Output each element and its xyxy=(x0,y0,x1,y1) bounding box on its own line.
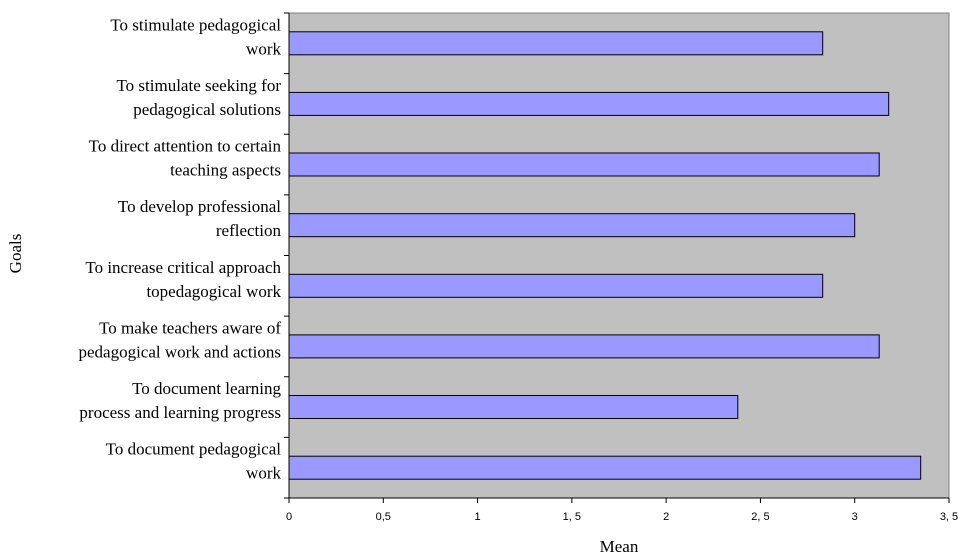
bar-4 xyxy=(288,213,856,238)
category-label-3: To direct attention to certain teaching a… xyxy=(89,137,282,180)
category-label-6: To make teachers aware of pedagogical wor… xyxy=(78,318,281,361)
category-label-5: To increase critical approach topedagogic… xyxy=(85,258,281,301)
x-tick-label: 1, 5 xyxy=(563,511,581,523)
category-label-4: To develop professional reflection xyxy=(118,197,282,240)
x-tick-label: 0,5 xyxy=(376,511,391,523)
x-tick-label: 2, 5 xyxy=(751,511,769,523)
category-label-line: process and learning progress xyxy=(79,403,281,422)
y-ticks-group xyxy=(284,12,289,499)
category-label-line: To develop professional xyxy=(118,197,281,216)
category-label-2: To stimulate seeking for pedagogical solu… xyxy=(116,76,281,119)
bar-1 xyxy=(288,31,824,56)
category-label-line: To direct attention to certain xyxy=(89,137,282,156)
category-label-line: To stimulate seeking for xyxy=(116,76,281,95)
bar-7 xyxy=(288,395,739,419)
x-ticks-group: 0 0,5 1 1, 5 2 2, 5 3 3, 5 xyxy=(286,498,958,523)
category-label-1: To stimulate pedagogical work xyxy=(110,15,281,58)
category-label-line: To increase critical approach xyxy=(85,258,281,277)
x-tick-label: 1 xyxy=(475,511,481,523)
plot-area xyxy=(288,12,950,499)
x-tick-label: 3 xyxy=(852,511,858,523)
category-label-line: teaching aspects xyxy=(170,161,281,180)
x-tick-label: 0 xyxy=(286,511,292,523)
x-tick-label: 3, 5 xyxy=(940,511,958,523)
category-label-line: reflection xyxy=(216,221,282,240)
category-label-line: pedagogical work and actions xyxy=(78,342,281,361)
category-label-line: work xyxy=(246,39,281,58)
category-label-line: To stimulate pedagogical xyxy=(110,15,281,34)
category-label-line: topedagogical work xyxy=(146,282,281,301)
bar-6 xyxy=(288,334,880,359)
category-label-line: To document learning xyxy=(132,379,281,398)
y-axis-title: Goals xyxy=(6,234,25,274)
category-label-8: To document pedagogical work xyxy=(106,440,282,483)
category-label-line: To document pedagogical xyxy=(106,440,282,459)
category-label-7: To document learning process and learning… xyxy=(79,379,281,422)
bar-2 xyxy=(288,91,890,116)
category-label-line: pedagogical solutions xyxy=(133,100,281,119)
bar-8 xyxy=(288,455,922,480)
bar-3 xyxy=(288,152,880,177)
bar-5 xyxy=(288,273,824,298)
category-label-line: To make teachers aware of xyxy=(99,318,281,337)
x-axis-title: Mean xyxy=(600,537,639,556)
x-tick-label: 2 xyxy=(663,511,669,523)
category-label-line: work xyxy=(246,464,281,483)
